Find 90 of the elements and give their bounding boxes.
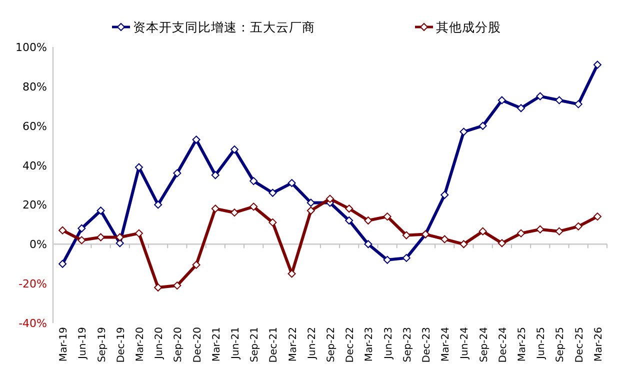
x-tick-label: Dec-22 bbox=[345, 327, 356, 363]
point bbox=[555, 227, 564, 236]
x-tick-label: Dec-24 bbox=[498, 327, 509, 363]
point bbox=[78, 224, 86, 232]
x-tick-label: Mar-26 bbox=[593, 327, 604, 362]
x-tick-label: Mar-25 bbox=[517, 327, 528, 362]
point bbox=[574, 222, 582, 230]
point bbox=[230, 146, 238, 154]
y-tick-label: -40% bbox=[18, 317, 47, 330]
point bbox=[364, 216, 372, 224]
x-tick-label: Dec-19 bbox=[116, 327, 127, 363]
point bbox=[268, 188, 277, 197]
point bbox=[268, 218, 277, 226]
x-tick-label: Jun-20 bbox=[154, 327, 166, 360]
x-tick-label: Mar-21 bbox=[211, 327, 222, 362]
point bbox=[345, 216, 354, 224]
point bbox=[288, 179, 296, 188]
point bbox=[517, 229, 526, 238]
y-tick-label: 40% bbox=[22, 159, 47, 172]
x-tick-label: Mar-23 bbox=[364, 327, 376, 362]
point bbox=[345, 204, 354, 213]
y-tick-label: 100% bbox=[16, 41, 47, 54]
point bbox=[154, 200, 162, 209]
point bbox=[306, 198, 315, 207]
point bbox=[593, 212, 602, 221]
x-tick-label: Dec-20 bbox=[192, 327, 204, 363]
point bbox=[383, 256, 392, 264]
point bbox=[250, 177, 258, 186]
x-tick-label: Mar-24 bbox=[440, 327, 452, 362]
point bbox=[230, 208, 238, 217]
point bbox=[134, 229, 143, 238]
point bbox=[58, 260, 67, 268]
x-tick-label: Jun-23 bbox=[383, 327, 394, 360]
x-tick-label: Mar-22 bbox=[288, 327, 299, 362]
x-tick-label: Mar-19 bbox=[58, 327, 70, 362]
point bbox=[555, 96, 564, 104]
x-tick-label: Sep-23 bbox=[402, 327, 414, 362]
x-tick-label: Dec-21 bbox=[268, 327, 280, 363]
point bbox=[96, 233, 105, 242]
point bbox=[517, 104, 526, 112]
point bbox=[593, 60, 602, 69]
x-tick-label: Jun-19 bbox=[78, 327, 89, 360]
legend-label: 资本开支同比增速：五大云厂商 bbox=[133, 20, 315, 34]
y-tick-label: -20% bbox=[18, 278, 47, 291]
point bbox=[478, 122, 487, 130]
point bbox=[536, 92, 544, 100]
point bbox=[383, 212, 392, 221]
point bbox=[306, 206, 315, 215]
point bbox=[211, 204, 220, 213]
point bbox=[498, 239, 506, 248]
point bbox=[536, 225, 544, 234]
point bbox=[154, 284, 162, 292]
point bbox=[440, 235, 449, 244]
point bbox=[478, 227, 487, 236]
point bbox=[460, 128, 468, 136]
x-tick-label: Mar-20 bbox=[134, 327, 146, 362]
x-tick-label: Sep-21 bbox=[250, 327, 261, 362]
point bbox=[460, 240, 468, 248]
y-tick-label: 0% bbox=[30, 238, 47, 252]
y-tick-label: 20% bbox=[22, 198, 47, 212]
x-tick-label: Sep-22 bbox=[326, 327, 337, 362]
x-tick-label: Dec-23 bbox=[422, 327, 433, 363]
point bbox=[364, 240, 372, 248]
point bbox=[250, 202, 258, 211]
x-tick-label: Jun-21 bbox=[230, 327, 242, 360]
point bbox=[326, 194, 334, 203]
x-tick-label: Sep-25 bbox=[555, 327, 566, 362]
point bbox=[402, 231, 410, 240]
y-tick-label: 80% bbox=[22, 80, 47, 94]
x-tick-label: Jun-22 bbox=[306, 327, 318, 360]
point bbox=[192, 136, 200, 144]
point bbox=[498, 96, 506, 104]
point bbox=[440, 190, 449, 199]
point bbox=[211, 171, 220, 180]
x-tick-label: Sep-19 bbox=[96, 327, 108, 362]
x-tick-label: Sep-20 bbox=[173, 327, 184, 362]
x-tick-label: Sep-24 bbox=[478, 327, 490, 362]
point bbox=[574, 100, 582, 108]
point bbox=[78, 236, 86, 244]
point bbox=[173, 282, 182, 290]
x-tick-label: Jun-25 bbox=[536, 327, 548, 360]
point bbox=[192, 260, 200, 269]
x-tick-label: Dec-25 bbox=[574, 327, 586, 363]
point bbox=[96, 206, 105, 215]
point bbox=[58, 226, 67, 234]
x-tick-label: Jun-24 bbox=[460, 327, 471, 360]
point bbox=[402, 254, 410, 262]
point bbox=[173, 169, 182, 178]
y-tick-label: 60% bbox=[22, 120, 47, 133]
legend-label: 其他成分股 bbox=[436, 20, 501, 34]
